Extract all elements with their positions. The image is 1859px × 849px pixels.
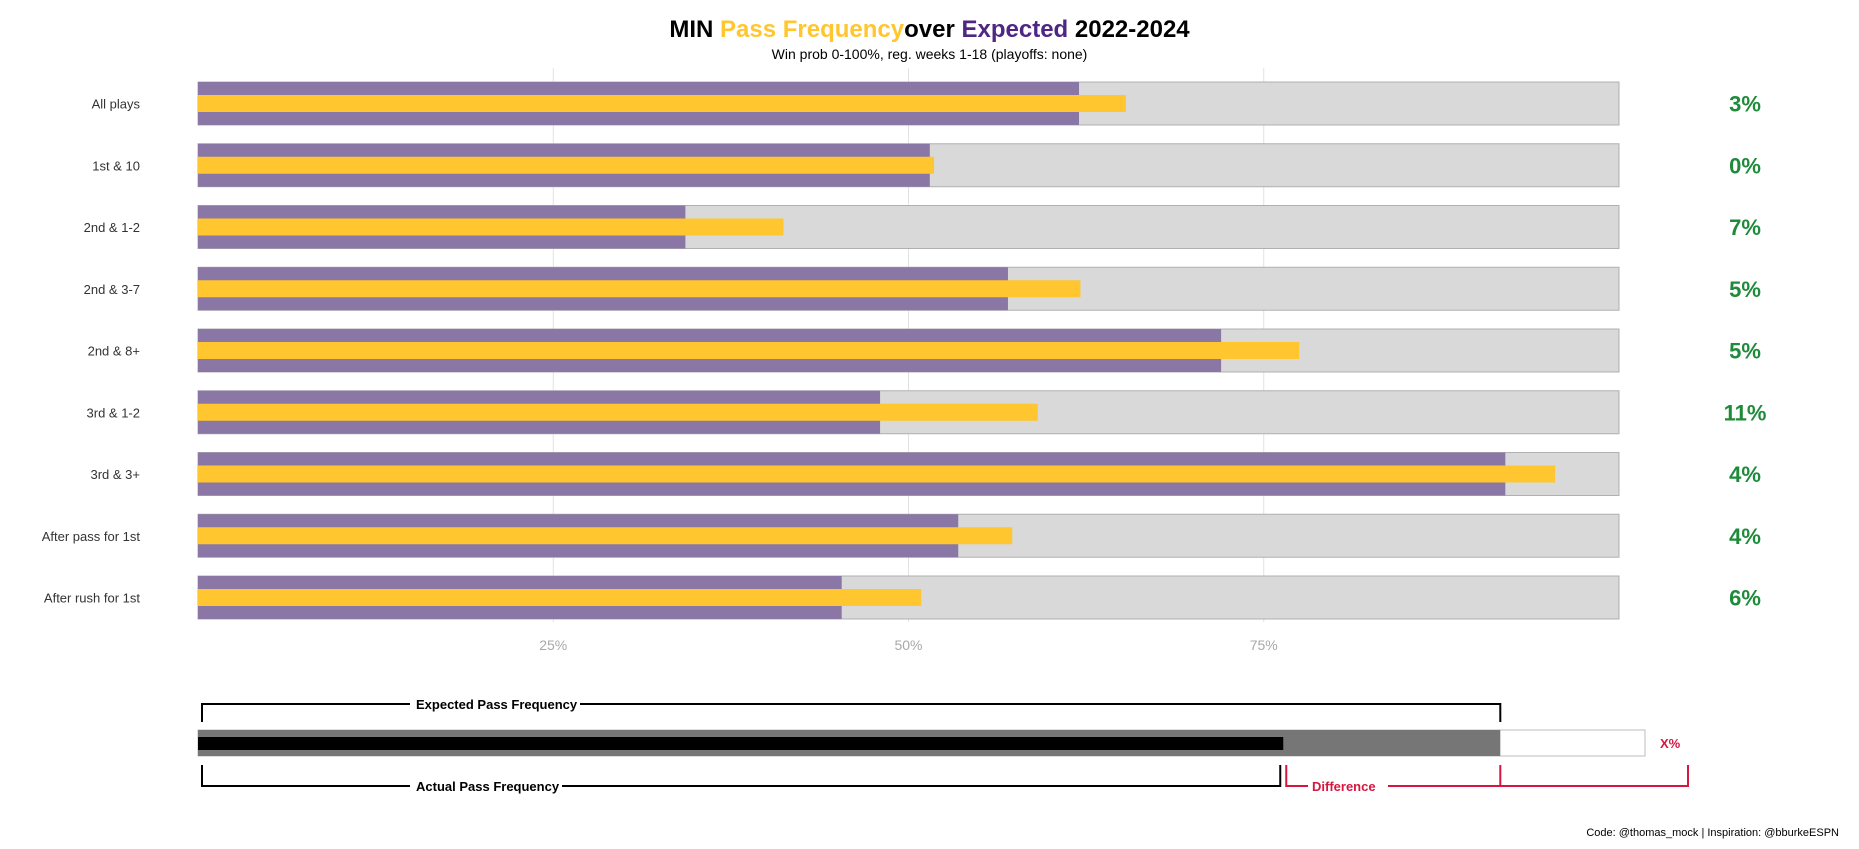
chart-title: MIN Pass Frequencyover Expected 2022-202… [0,16,1859,44]
legend-label-bg [1308,776,1388,796]
category-label: 3rd & 3+ [90,467,140,482]
legend-difference-label: Difference [1312,779,1376,794]
difference-label: 6% [1729,586,1761,611]
category-label: After rush for 1st [44,591,140,606]
actual-bar [198,218,784,236]
category-label: After pass for 1st [42,529,141,544]
legend-expected-label: Expected Pass Frequency [416,697,578,712]
legend-difference-extension [1500,765,1689,787]
category-label: 2nd & 3-7 [84,282,140,297]
difference-label: 5% [1729,277,1761,302]
title-expected: Expected [961,16,1069,43]
category-label: All plays [92,97,141,112]
legend-label-bg [410,776,562,796]
x-tick-label: 50% [894,637,922,653]
title-team: MIN [669,16,714,43]
legend-x-label: X% [1660,736,1681,751]
title-years: 2022-2024 [1074,16,1190,43]
actual-bar [198,156,935,174]
legend-difference-bracket [1285,765,1502,787]
actual-bar [198,403,1038,421]
actual-bar [198,465,1556,483]
legend-actual-label: Actual Pass Frequency [416,779,560,794]
difference-label: 3% [1729,92,1761,117]
legend-actual-bracket [201,765,1282,787]
category-label: 2nd & 8+ [88,344,140,359]
category-label: 1st & 10 [92,158,140,173]
caption: Code: @thomas_mock | Inspiration: @bburk… [1586,827,1839,839]
difference-label: 4% [1729,524,1761,549]
actual-bar [198,280,1081,298]
x-tick-label: 25% [539,637,567,653]
actual-bar [198,342,1300,359]
chart-subtitle: Win prob 0-100%, reg. weeks 1-18 (playof… [771,46,1088,62]
category-label: 3rd & 1-2 [87,405,140,420]
title-frequency: Frequency [782,16,905,43]
legend-expected-bracket [201,703,1502,722]
actual-bar [198,589,922,606]
difference-label: 4% [1729,462,1761,487]
legend-actual-bar [198,737,1284,750]
actual-bar [198,95,1126,112]
x-tick-label: 75% [1250,637,1278,653]
title-over: over [904,16,955,43]
difference-label: 5% [1729,339,1761,364]
difference-label: 11% [1724,400,1767,425]
category-label: 2nd & 1-2 [84,220,140,235]
title-pass: Pass [720,16,777,43]
legend-label-bg [410,694,580,714]
actual-bar [198,527,1013,545]
difference-label: 7% [1729,215,1761,240]
difference-label: 0% [1729,153,1761,178]
